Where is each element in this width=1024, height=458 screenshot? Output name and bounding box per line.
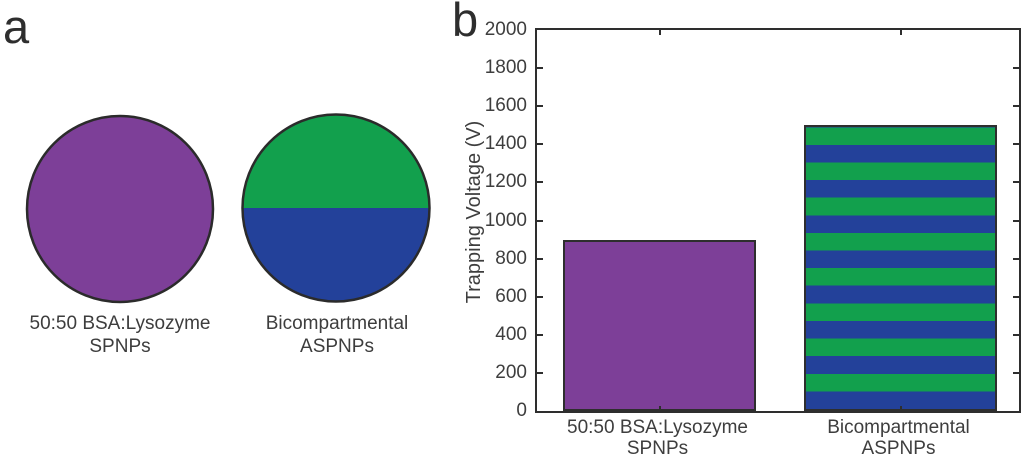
y-tick-mark-left <box>537 67 543 70</box>
y-tick-mark-right <box>1013 371 1019 374</box>
x-category-label-2: Bicompartmental ASPNPs <box>739 417 1024 458</box>
x-category-label-1-line1: 50:50 BSA:Lysozyme <box>567 417 748 438</box>
y-tick-mark-right <box>1013 219 1019 222</box>
x-category-label-1-line2: SPNPs <box>626 438 689 458</box>
y-tick-label: 0 <box>516 400 527 421</box>
y-tick-label: 600 <box>495 285 527 307</box>
solid-circle-label-line1: 50:50 BSA:Lysozyme <box>29 313 211 334</box>
y-tick-mark-left <box>537 257 543 260</box>
y-tick-label: 2000 <box>484 19 527 40</box>
panel-a-schematic <box>25 113 431 304</box>
y-tick-mark-left <box>537 333 543 336</box>
bar-chart-plot-area <box>535 28 1021 413</box>
x-tick-mark-top <box>899 30 902 35</box>
y-tick-mark-left <box>537 105 543 108</box>
y-tick-label: 1600 <box>484 95 527 117</box>
y-tick-label: 1200 <box>484 171 527 193</box>
solid-circle-label-line2: SPNPs <box>89 336 151 357</box>
bar-1-50-50-bsa-lysozyme-spnps <box>563 239 756 411</box>
y-tick-mark-left <box>537 371 543 374</box>
y-tick-mark-left <box>537 181 543 184</box>
y-tick-mark-left <box>537 219 543 222</box>
y-tick-mark-left <box>537 295 543 298</box>
y-tick-mark-right <box>1013 181 1019 184</box>
y-tick-mark-right <box>1013 295 1019 298</box>
y-tick-label: 800 <box>495 247 527 269</box>
x-tick-mark-bottom <box>658 406 661 411</box>
y-tick-label: 1800 <box>484 57 527 79</box>
y-tick-mark-right <box>1013 333 1019 336</box>
split-nanoparticle-outline <box>241 113 431 303</box>
panel-b-letter: b <box>452 0 479 46</box>
y-tick-mark-right <box>1013 143 1019 146</box>
split-circle-label-line1: Bicompartmental <box>265 313 409 334</box>
x-category-label-1: 50:50 BSA:Lysozyme SPNPs <box>498 417 818 458</box>
split-nanoparticle-top-half <box>242 114 430 208</box>
y-tick-label: 1400 <box>484 133 527 155</box>
x-category-label-2-line2: ASPNPs <box>861 438 936 458</box>
y-tick-label: 1000 <box>484 209 527 231</box>
y-tick-mark-right <box>1013 67 1019 70</box>
split-nanoparticle-bottom-half <box>242 208 430 302</box>
solid-circle-label: 50:50 BSA:Lysozyme SPNPs <box>0 312 270 358</box>
y-tick-mark-left <box>537 143 543 146</box>
y-tick-mark-right <box>1013 105 1019 108</box>
split-circle-label: Bicompartmental ASPNPs <box>187 312 487 358</box>
y-tick-label: 400 <box>495 323 527 345</box>
x-tick-mark-top <box>658 30 661 35</box>
y-tick-label: 200 <box>495 361 527 383</box>
panel-a-letter: a <box>3 0 30 53</box>
solid-nanoparticle-circle <box>25 114 215 304</box>
x-tick-mark-bottom <box>899 406 902 411</box>
y-tick-mark-right <box>1013 257 1019 260</box>
bar-2-bicompartmental-aspnps <box>804 125 997 411</box>
split-circle-label-line2: ASPNPs <box>300 336 374 357</box>
x-category-label-2-line1: Bicompartmental <box>827 417 970 438</box>
